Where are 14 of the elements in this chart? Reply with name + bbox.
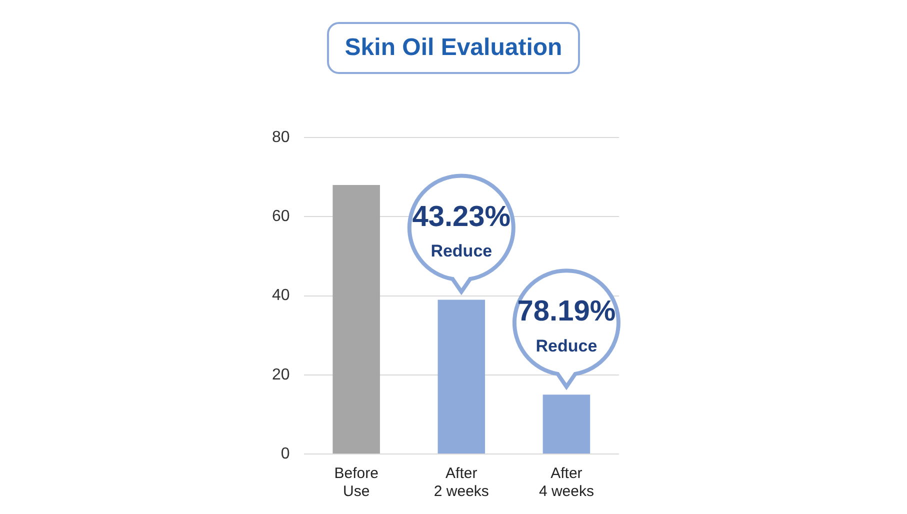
x-tick-label: After 2 weeks bbox=[434, 465, 489, 500]
y-tick-label: 80 bbox=[272, 129, 290, 146]
y-tick-label: 40 bbox=[272, 287, 290, 304]
annotation: 43.23% Reduce bbox=[412, 200, 511, 260]
y-tick-label: 0 bbox=[280, 445, 290, 462]
chart-title: Skin Oil Evaluation bbox=[326, 22, 580, 74]
annotation: 78.19% Reduce bbox=[517, 296, 616, 356]
y-tick-label: 20 bbox=[272, 366, 290, 384]
bar bbox=[542, 394, 590, 454]
bar bbox=[332, 185, 380, 454]
bar bbox=[438, 300, 486, 454]
x-tick-label: Before Use bbox=[334, 465, 378, 500]
x-tick-label: After 4 weeks bbox=[538, 465, 594, 500]
y-tick-label: 60 bbox=[272, 208, 290, 226]
